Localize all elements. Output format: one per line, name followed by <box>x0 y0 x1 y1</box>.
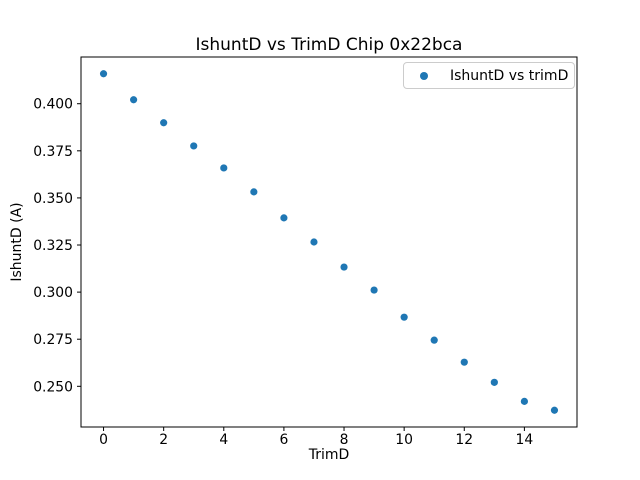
scatter-point <box>250 188 258 196</box>
y-tick-label: 0.400 <box>33 97 73 113</box>
y-tick-label: 0.375 <box>33 144 73 160</box>
y-tick-label: 0.325 <box>33 238 73 254</box>
scatter-point <box>220 164 228 172</box>
y-tick-label: 0.275 <box>33 332 73 348</box>
scatter-point <box>520 397 528 405</box>
legend-marker-icon <box>420 71 428 80</box>
x-tick-label: 0 <box>99 432 108 448</box>
scatter-point <box>460 358 468 366</box>
x-tick-label: 2 <box>159 432 168 448</box>
scatter-point <box>430 336 438 344</box>
x-axis-label: TrimD <box>308 447 350 463</box>
scatter-point <box>370 286 378 294</box>
x-tick-label: 8 <box>340 432 349 448</box>
scatter-point <box>99 70 108 78</box>
scatter-point <box>160 119 168 127</box>
x-tick-label: 6 <box>279 432 288 448</box>
x-tick-label: 10 <box>395 432 413 448</box>
scatter-point <box>130 96 138 104</box>
chart-title: IshuntD vs TrimD Chip 0x22bca <box>195 35 463 55</box>
y-tick-label: 0.300 <box>33 285 73 301</box>
legend-label: IshuntD vs trimD <box>450 67 569 84</box>
plot-frame <box>80 56 578 428</box>
scatter-point <box>190 142 198 150</box>
x-tick-label: 14 <box>516 432 534 448</box>
y-axis-label: IshuntD (A) <box>9 202 25 282</box>
scatter-point <box>490 378 498 386</box>
x-tick-label: 12 <box>455 432 473 448</box>
scatter-point <box>550 406 559 414</box>
scatter-point <box>280 214 288 222</box>
y-tick-label: 0.350 <box>33 191 73 207</box>
scatter-point <box>340 263 348 271</box>
scatter-point <box>400 313 408 321</box>
legend: IshuntD vs trimD <box>403 62 575 89</box>
scatter-point <box>310 238 318 246</box>
x-tick-label: 4 <box>219 432 228 448</box>
y-tick-label: 0.250 <box>33 379 73 395</box>
